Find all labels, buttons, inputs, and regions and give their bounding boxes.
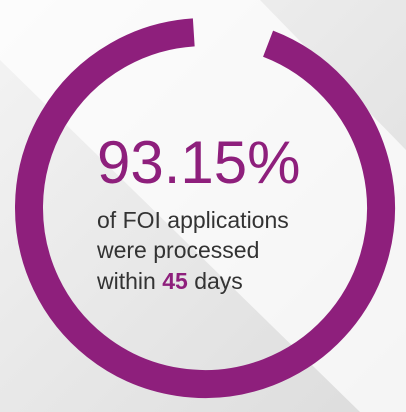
caption-text: days bbox=[194, 268, 243, 294]
caption-highlight: 45 bbox=[162, 268, 188, 294]
caption-line: of FOI applications bbox=[97, 207, 289, 233]
headline-value: 93.15% bbox=[97, 129, 301, 196]
caption-text: within bbox=[96, 268, 156, 294]
progress-arc bbox=[15, 18, 395, 398]
caption-line: within 45 days bbox=[96, 268, 243, 294]
caption-line: were processed bbox=[96, 237, 259, 263]
ring-group bbox=[15, 18, 395, 398]
